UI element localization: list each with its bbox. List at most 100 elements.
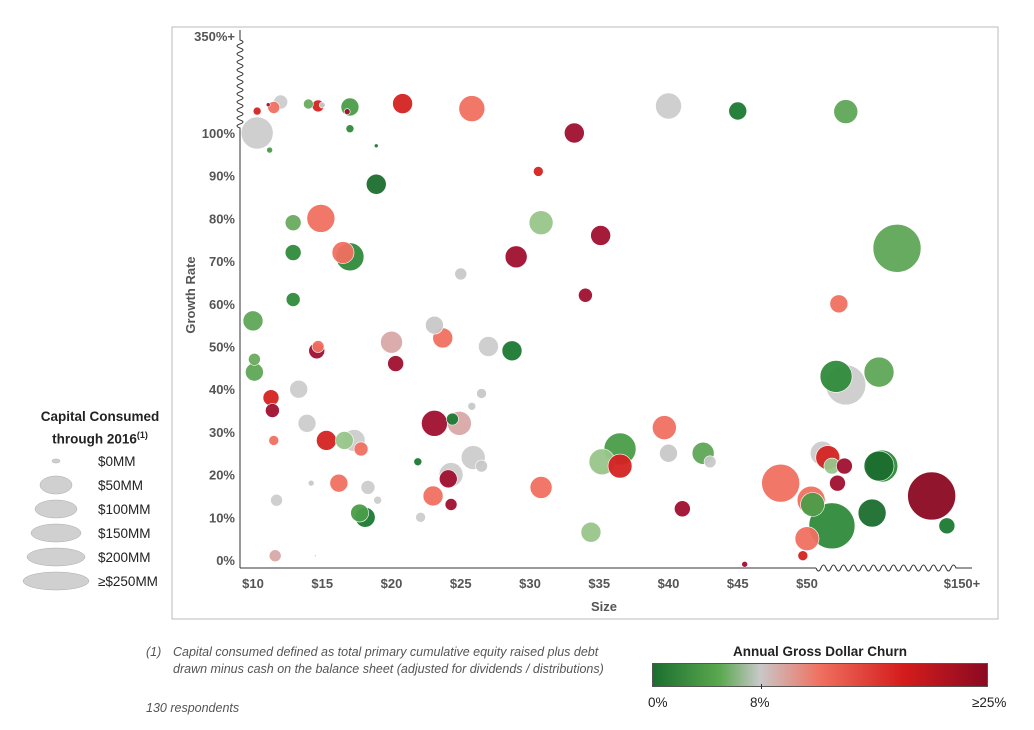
y-tick-label: 50% — [209, 340, 235, 355]
data-bubble — [529, 476, 553, 499]
data-bubble — [444, 498, 458, 511]
footnote-number: (1) — [146, 645, 162, 659]
data-bubble — [387, 355, 404, 372]
data-bubble — [353, 441, 369, 457]
x-tick-label: $50 — [796, 576, 818, 591]
y-tick-label: 20% — [209, 468, 235, 483]
data-bubble — [761, 463, 800, 503]
y-tick-label: 350%+ — [194, 29, 235, 44]
data-bubble — [318, 101, 326, 109]
x-tick-label: $25 — [450, 576, 472, 591]
data-bubble — [829, 294, 849, 314]
color-legend-title: Annual Gross Dollar Churn — [732, 644, 908, 659]
data-bubble — [797, 550, 809, 562]
data-bubble — [242, 310, 264, 332]
data-bubble — [528, 210, 554, 235]
data-bubble — [607, 453, 633, 479]
data-bubble — [872, 223, 922, 273]
data-bubble — [285, 292, 301, 307]
data-bubble — [266, 146, 273, 154]
data-bubble — [392, 93, 413, 114]
data-bubble — [268, 435, 280, 446]
y-tick-label: 40% — [209, 382, 235, 397]
data-bubble — [819, 360, 853, 393]
data-bubble — [245, 362, 264, 382]
data-bubble — [248, 353, 261, 366]
data-bubble — [476, 388, 487, 399]
respondents-count: 130 respondents — [146, 701, 240, 715]
data-bubble — [316, 430, 337, 451]
data-bubble — [252, 106, 262, 116]
size-legend-label: $0MM — [98, 454, 136, 469]
data-bubble — [833, 99, 859, 124]
data-bubble — [415, 511, 426, 523]
size-legend-label: $150MM — [98, 526, 151, 541]
data-bubble — [335, 431, 354, 450]
data-bubble — [829, 474, 846, 492]
data-bubble — [863, 450, 895, 482]
data-bubble — [808, 502, 856, 550]
data-bubble — [270, 493, 283, 507]
size-legend: $0MM $50MM $100MM $150MM $200MM ≥$250MM — [22, 454, 158, 591]
data-bubble — [350, 503, 369, 523]
x-tick-label: $10 — [242, 576, 264, 591]
data-bubble — [659, 443, 678, 463]
x-tick-labels: $10 $15 $20 $25 $30 $35 $40 $45 $50 $150+ — [242, 576, 981, 591]
size-legend-title: Capital Consumed through 2016(1) — [40, 409, 160, 447]
y-tick-label: 30% — [209, 425, 235, 440]
size-legend-label: $50MM — [98, 478, 143, 493]
y-tick-label: 0% — [216, 553, 235, 568]
bubbles — [240, 92, 956, 568]
x-tick-label: $40 — [658, 576, 680, 591]
data-bubble — [307, 479, 315, 487]
y-tick-label: 60% — [209, 297, 235, 312]
data-bubble — [501, 340, 523, 362]
data-bubble — [373, 143, 379, 149]
data-bubble — [800, 492, 825, 517]
data-bubble — [343, 108, 351, 115]
size-legend-bubble — [51, 458, 61, 464]
data-bubble — [422, 485, 444, 507]
data-bubble — [262, 389, 280, 407]
data-bubble — [674, 500, 691, 518]
data-bubble — [467, 401, 477, 411]
data-bubble — [297, 414, 317, 433]
y-tick-label: 100% — [202, 126, 236, 141]
color-legend-max-label: ≥25% — [972, 695, 1007, 710]
data-bubble — [794, 526, 820, 551]
y-tick-label: 80% — [209, 211, 235, 226]
data-bubble — [564, 122, 585, 144]
data-bubble — [425, 315, 444, 335]
data-bubble — [652, 415, 677, 440]
size-legend-bubble — [22, 571, 90, 591]
data-bubble — [421, 410, 448, 437]
color-legend-min-label: 0% — [648, 695, 668, 710]
data-bubble — [938, 517, 956, 535]
data-bubble — [240, 116, 274, 150]
y-axis-break — [236, 30, 244, 133]
footnote-text: Capital consumed defined as total primar… — [173, 645, 604, 676]
data-bubble — [458, 95, 486, 122]
data-bubble — [345, 124, 355, 134]
data-bubble — [373, 495, 382, 505]
data-bubble — [454, 267, 468, 281]
x-tick-label: $45 — [727, 576, 749, 591]
data-bubble — [284, 244, 302, 261]
size-legend-bubble — [30, 523, 82, 543]
size-legend-label: $100MM — [98, 502, 151, 517]
color-legend-mid-label: 8% — [750, 695, 770, 710]
data-bubble — [580, 521, 602, 543]
y-axis-label: Growth Rate — [183, 256, 198, 333]
data-bubble — [446, 412, 459, 426]
data-bubble — [329, 473, 349, 493]
data-bubble — [267, 101, 281, 114]
x-tick-label: $150+ — [944, 576, 981, 591]
data-bubble — [284, 214, 302, 231]
data-bubble — [265, 403, 280, 418]
data-bubble — [863, 356, 895, 388]
data-bubble — [265, 102, 271, 107]
data-bubble — [365, 173, 387, 195]
y-tick-label: 90% — [209, 169, 235, 184]
data-bubble — [504, 245, 528, 269]
